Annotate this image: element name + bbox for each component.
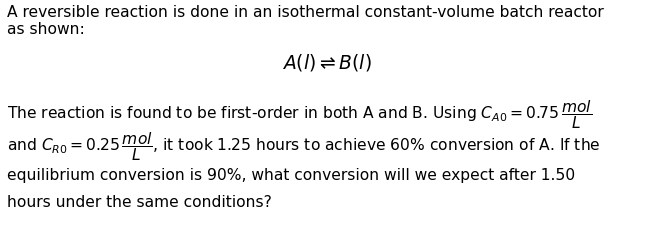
Text: hours under the same conditions?: hours under the same conditions? <box>7 195 272 210</box>
Text: and $C_{R0} = 0.25\,\dfrac{mol}{L}$, it took 1.25 hours to achieve 60% conversio: and $C_{R0} = 0.25\,\dfrac{mol}{L}$, it … <box>7 130 600 163</box>
Text: $A(l) \rightleftharpoons B(l)$: $A(l) \rightleftharpoons B(l)$ <box>281 52 372 73</box>
Text: equilibrium conversion is 90%, what conversion will we expect after 1.50: equilibrium conversion is 90%, what conv… <box>7 168 575 183</box>
Text: as shown:: as shown: <box>7 22 84 37</box>
Text: A reversible reaction is done in an isothermal constant-volume batch reactor: A reversible reaction is done in an isot… <box>7 5 603 20</box>
Text: The reaction is found to be first-order in both A and B. Using $C_{A0} = 0.75\,\: The reaction is found to be first-order … <box>7 98 592 131</box>
